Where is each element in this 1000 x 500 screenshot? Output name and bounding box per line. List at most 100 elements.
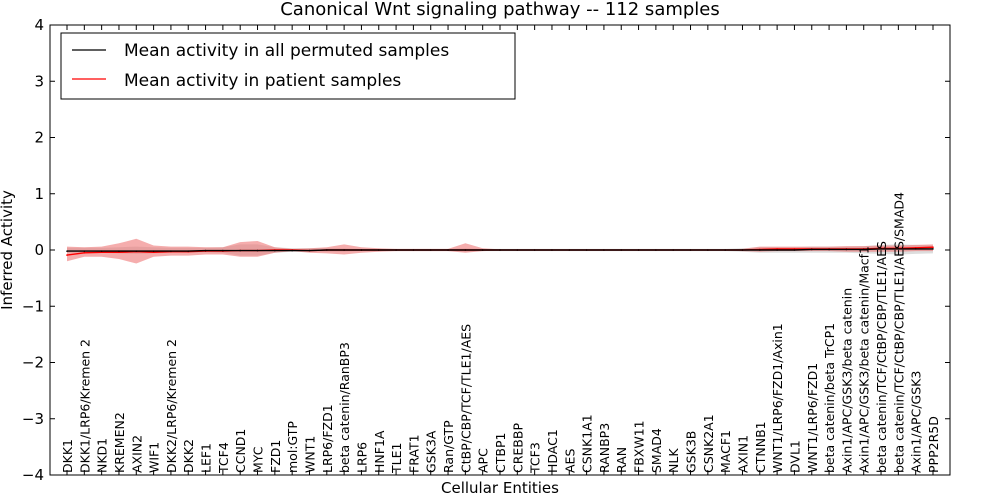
x-tick-label: WNT1/LRP6/FZD1/Axin1 [770, 323, 785, 473]
patient-point [152, 251, 155, 254]
permuted-point [308, 249, 311, 252]
permuted-point [932, 248, 934, 250]
x-tick-label: mol:GTP [285, 421, 300, 473]
permuted-point [689, 249, 692, 251]
permuted-point [464, 249, 467, 251]
permuted-point [707, 249, 709, 251]
x-tick-label: DKK1/LRP6/Kremen 2 [77, 339, 92, 473]
x-tick-label: CCND1 [233, 429, 248, 473]
x-tick-label: GSK3B [684, 431, 699, 473]
permuted-point [326, 249, 328, 251]
x-tick-label: GSK3A [424, 430, 439, 473]
permuted-point [187, 250, 190, 252]
x-tick-label: FZD1 [268, 440, 283, 473]
permuted-point [83, 250, 86, 252]
permuted-point [377, 249, 380, 251]
x-tick-label: beta catenin/TCF/CtBP/CBP/TLE1/AES [874, 241, 889, 473]
x-tick-label: DKK2/LRP6/Kremen 2 [164, 339, 179, 473]
x-tick-label: Axin1/APC/GSK3/beta catenin/Macf1 [857, 246, 872, 473]
y-tick-label: −4 [22, 466, 44, 484]
y-tick-label: 0 [34, 241, 44, 259]
permuted-point [862, 248, 865, 251]
permuted-point [828, 248, 830, 251]
x-tick-label: Ran/GTP [441, 420, 456, 473]
permuted-point [360, 249, 363, 251]
permuted-point [152, 250, 155, 252]
permuted-point [793, 249, 796, 251]
y-axis-ticks: −4 −3 −2 −1 0 1 2 3 4 [22, 16, 950, 484]
y-tick-label: −2 [22, 354, 44, 372]
patient-point [793, 248, 796, 250]
permuted-point [810, 248, 813, 251]
x-tick-label: NLK [666, 448, 681, 473]
x-tick-label: RANBP3 [597, 423, 612, 473]
x-tick-label: SMAD4 [649, 428, 664, 473]
permuted-point [395, 249, 397, 251]
y-tick-label: 2 [34, 129, 44, 147]
permuted-point [256, 249, 259, 252]
legend-label-patient: Mean activity in patient samples [124, 71, 401, 91]
y-axis-label: Inferred Activity [0, 190, 16, 310]
permuted-point [776, 249, 778, 251]
x-tick-label: AXIN2 [129, 435, 144, 473]
x-tick-label: PPP2R5D [926, 416, 941, 473]
chart-title: Canonical Wnt signaling pathway -- 112 s… [280, 0, 720, 20]
x-tick-label: CTNNB1 [753, 421, 768, 473]
y-tick-label: 4 [34, 16, 44, 34]
permuted-point [880, 248, 882, 250]
permuted-point [724, 249, 726, 251]
x-tick-label: Axin1/APC/GSK3/beta catenin [839, 288, 854, 473]
x-tick-label: MACF1 [718, 430, 733, 473]
permuted-point [620, 249, 623, 251]
x-tick-label: LEF1 [199, 443, 214, 473]
x-tick-label: WIF1 [147, 442, 162, 473]
patient-point [100, 251, 103, 254]
permuted-point [204, 249, 207, 252]
permuted-point [118, 250, 120, 252]
permuted-point [568, 249, 571, 251]
patient-point [66, 254, 68, 256]
permuted-point [343, 249, 345, 251]
permuted-point [551, 249, 553, 251]
permuted-point [412, 249, 415, 251]
x-tick-label: LRP6 [354, 442, 369, 473]
plot-frame [49, 24, 951, 476]
x-tick-label: KREMEN2 [112, 412, 127, 473]
x-tick-label: CSNK1A1 [580, 414, 595, 473]
permuted-point [100, 250, 103, 252]
x-tick-label: AXIN1 [735, 435, 750, 473]
x-tick-label: DKK1 [60, 439, 75, 473]
patient-point [776, 248, 778, 250]
x-tick-label: LRP6/FZD1 [320, 404, 335, 473]
x-tick-label: CSNK2A1 [701, 414, 716, 473]
x-tick-label: CTBP1 [493, 433, 508, 473]
legend-box [60, 32, 516, 100]
x-tick-label: AES [562, 449, 577, 473]
x-tick-label: beta catenin/RanBP3 [337, 342, 352, 473]
x-tick-label: TCF3 [528, 442, 543, 474]
x-tick-label: NKD1 [95, 438, 110, 473]
series-lines [66, 246, 934, 256]
x-axis-label: Cellular Entities [441, 479, 559, 497]
y-tick-label: −3 [22, 410, 44, 428]
permuted-point [914, 248, 917, 250]
x-tick-label: CtBP/CBP/TCF/TLE1/AES [458, 324, 473, 473]
permuted-point [481, 249, 484, 251]
x-tick-label: TLE1 [389, 443, 404, 474]
x-tick-label: DVL1 [787, 440, 802, 473]
x-tick-label: beta catenin/beta TrCP1 [822, 323, 837, 473]
x-tick-label: HDAC1 [545, 429, 560, 473]
permuted-point [170, 250, 172, 252]
x-tick-label: WNT1/LRP6/FZD1 [805, 363, 820, 473]
patient-point [83, 252, 86, 254]
x-tick-label: FBXW11 [632, 420, 647, 473]
permuted-point [516, 249, 519, 251]
x-tick-label: DKK2 [181, 439, 196, 473]
x-axis-ticks: DKK1 DKK1/LRP6/Kremen 2 NKD1 KREMEN2 AXIN2 WI… [60, 25, 941, 475]
permuted-point [897, 248, 900, 250]
patient-point [118, 251, 120, 254]
permuted-point [429, 249, 432, 251]
permuted-point [759, 249, 761, 251]
permuted-point [637, 249, 640, 251]
permuted-point [66, 250, 68, 252]
